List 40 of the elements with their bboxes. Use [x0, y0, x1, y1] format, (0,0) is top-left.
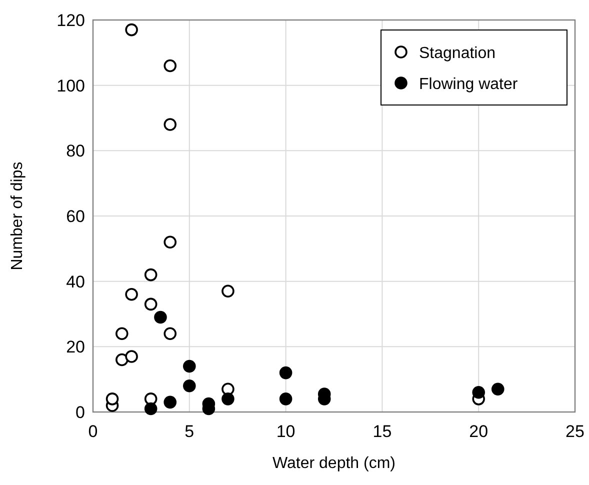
y-tick-label: 40 — [66, 272, 85, 292]
point — [144, 298, 158, 311]
point — [183, 379, 196, 392]
point — [222, 284, 234, 298]
point — [154, 310, 167, 324]
x-tick-label: 10 — [276, 422, 296, 441]
point — [116, 353, 128, 366]
point — [164, 59, 177, 72]
point — [125, 23, 138, 36]
point — [144, 268, 158, 282]
y-axis-title: Number of dips — [9, 162, 26, 270]
point — [279, 392, 292, 406]
x-axis-title: Water depth (cm) — [272, 455, 396, 472]
y-tick-label: 80 — [66, 142, 85, 161]
legend-label: Flowing water — [419, 76, 518, 93]
point — [144, 402, 158, 416]
point — [491, 382, 504, 396]
legend-label: Stagnation — [419, 45, 496, 62]
point — [472, 386, 485, 399]
y-tick-label: 120 — [56, 11, 85, 30]
y-tick-label: 100 — [56, 76, 85, 96]
y-tick-label: 0 — [76, 403, 85, 422]
point — [116, 327, 128, 340]
y-tick-label: 60 — [66, 207, 85, 226]
y-tick-label: 20 — [66, 338, 85, 357]
point — [125, 350, 138, 363]
point — [222, 392, 234, 406]
x-tick-label: 0 — [88, 422, 98, 441]
x-tick-label: 15 — [372, 422, 392, 441]
x-tick-label: 5 — [184, 422, 194, 441]
point — [164, 396, 177, 409]
point — [125, 288, 138, 301]
point — [164, 327, 177, 340]
point — [106, 392, 119, 406]
x-tick-label: 25 — [566, 422, 584, 441]
point — [183, 360, 196, 373]
point — [164, 118, 177, 131]
point — [164, 236, 177, 249]
point — [279, 366, 292, 380]
x-tick-label: 20 — [469, 422, 488, 441]
